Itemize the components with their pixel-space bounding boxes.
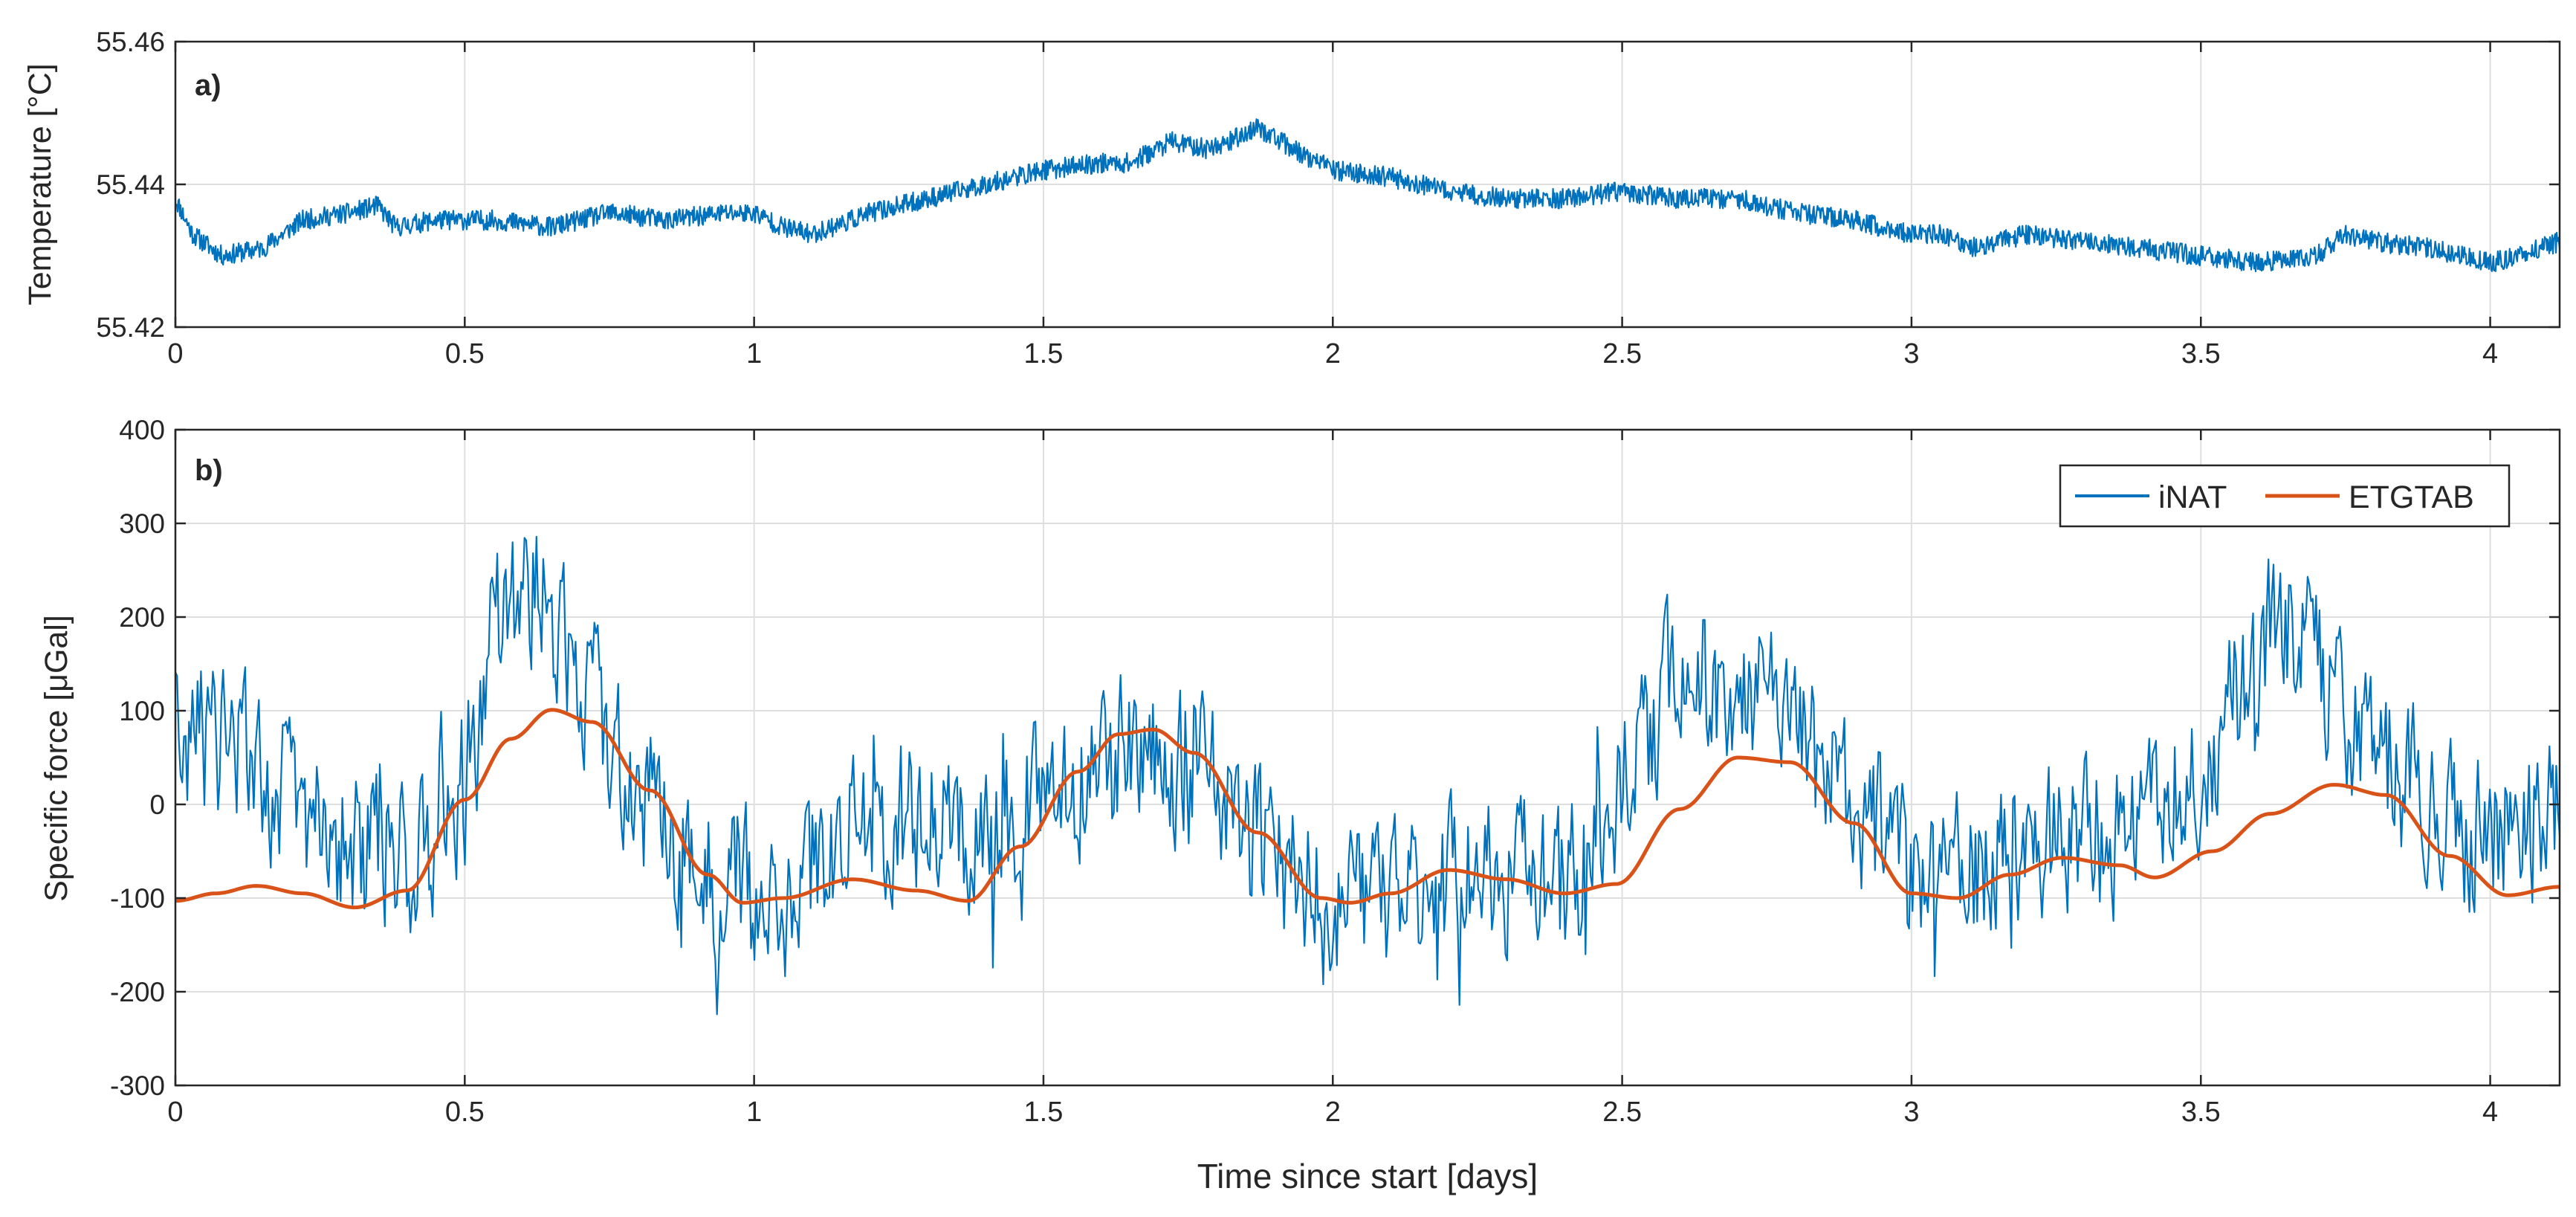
xtick-label: 3 xyxy=(1903,1097,1919,1128)
panel-a-series xyxy=(175,118,2561,273)
xtick-label: 0 xyxy=(167,1097,183,1128)
legend-label-etgtab: ETGTAB xyxy=(2349,480,2474,515)
xtick-label: 1 xyxy=(746,338,762,369)
legend-label-inat: iNAT xyxy=(2158,480,2227,515)
legend: iNAT ETGTAB xyxy=(2059,464,2511,528)
ytick-label: -200 xyxy=(110,977,165,1007)
xtick-label: 1.5 xyxy=(1024,1097,1064,1128)
ytick-label: 55.46 xyxy=(96,27,165,57)
series-line-temperature xyxy=(175,118,2561,273)
xtick-label: 2.5 xyxy=(1602,1097,1642,1128)
panel-b-ticks: 0 0.5 1 1.5 2 2.5 3 3.5 4 -300 -200 -100 0 100 200 300 4… xyxy=(110,415,2560,1128)
xtick-label: 3.5 xyxy=(2181,338,2221,369)
xtick-label: 1.5 xyxy=(1024,338,1064,369)
panel-a-ylabel: Temperature [°C] xyxy=(22,63,58,305)
panel-a-grid xyxy=(175,42,2560,327)
ytick-label: -300 xyxy=(110,1071,165,1101)
xtick-label: 2.5 xyxy=(1602,338,1642,369)
xtick-label: 4 xyxy=(2482,1097,2498,1128)
series-line-etgtab xyxy=(175,708,2560,910)
panel-b-series xyxy=(174,535,2561,1016)
panel-b-ylabel: Specific force [μGal] xyxy=(39,615,74,902)
xtick-label: 2 xyxy=(1325,338,1341,369)
ytick-label: 400 xyxy=(119,415,165,445)
xtick-label: 3 xyxy=(1903,338,1919,369)
ytick-label: 55.42 xyxy=(96,312,165,343)
panel-a-temperature: 0 0.5 1 1.5 2 2.5 3 3.5 4 55.42 55.44 55.46 a) Temp… xyxy=(22,27,2561,369)
xtick-label: 0.5 xyxy=(445,338,485,369)
ytick-label: 55.44 xyxy=(96,170,165,200)
xtick-label: 0.5 xyxy=(445,1097,485,1128)
ytick-label: -100 xyxy=(110,883,165,914)
panel-b-grid xyxy=(175,430,2560,1085)
ytick-label: 200 xyxy=(119,602,165,633)
ytick-label: 100 xyxy=(119,696,165,726)
xtick-label: 0 xyxy=(167,338,183,369)
xtick-label: 3.5 xyxy=(2181,1097,2221,1128)
xtick-label: 4 xyxy=(2482,338,2498,369)
ytick-label: 0 xyxy=(149,790,165,820)
panel-a-label: a) xyxy=(195,69,221,102)
panel-b-axes-box xyxy=(174,428,2561,1087)
panel-b-xlabel: Time since start [days] xyxy=(1197,1157,1538,1195)
panel-b-specific-force: 0 0.5 1 1.5 2 2.5 3 3.5 4 -300 -200 -100 0 100 200 300 4… xyxy=(39,415,2561,1195)
panel-b-label: b) xyxy=(195,454,223,487)
ytick-label: 300 xyxy=(119,509,165,539)
panel-b-plot-area xyxy=(175,430,2560,1085)
xtick-label: 2 xyxy=(1325,1097,1341,1128)
panel-a-ticks: 0 0.5 1 1.5 2 2.5 3 3.5 4 55.42 55.44 55.46 xyxy=(96,27,2560,369)
xtick-label: 1 xyxy=(746,1097,762,1128)
